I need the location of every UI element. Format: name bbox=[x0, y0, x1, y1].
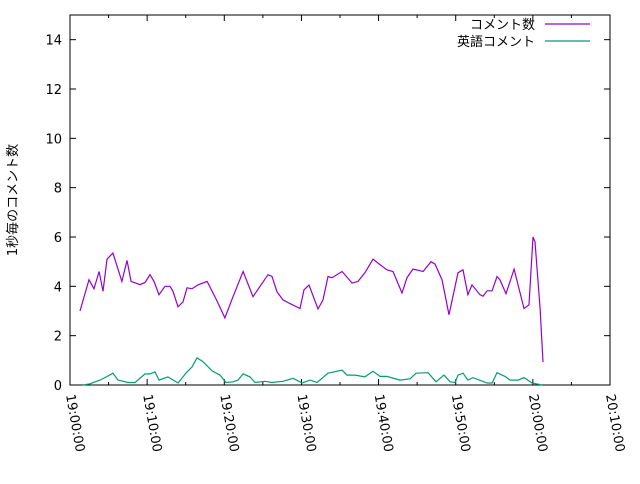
series-line-2 bbox=[82, 357, 543, 386]
legend-label: 英語コメント bbox=[457, 34, 535, 50]
plot-border bbox=[69, 14, 611, 386]
y-tick-label: 4 bbox=[54, 280, 62, 295]
axes: 0 2 4 6 8 10 12 14 19:00:00 19:10:00 19:20:00 19:30… bbox=[45, 14, 627, 453]
x-tick-label: 20:00:00 bbox=[525, 393, 550, 453]
x-tick-label: 19:40:00 bbox=[371, 393, 396, 453]
x-tick-label: 20:10:00 bbox=[602, 393, 627, 453]
x-tick-label: 19:00:00 bbox=[62, 393, 87, 453]
x-tick-label: 19:50:00 bbox=[448, 393, 473, 453]
y-tick-label: 8 bbox=[54, 182, 62, 197]
series-line-1 bbox=[79, 236, 544, 363]
y-tick-label: 12 bbox=[45, 83, 62, 98]
y-axis-label: 1秒毎のコメント数 bbox=[5, 144, 21, 256]
x-tick-label: 19:30:00 bbox=[293, 393, 318, 453]
y-tick-label: 6 bbox=[54, 231, 62, 246]
legend-label: コメント数 bbox=[470, 18, 535, 33]
x-tick-label: 19:10:00 bbox=[139, 393, 164, 453]
y-tick-label: 0 bbox=[54, 379, 62, 394]
x-tick-label: 19:20:00 bbox=[216, 393, 241, 453]
y-tick-label: 2 bbox=[54, 330, 62, 345]
y-tick-label: 10 bbox=[45, 132, 62, 147]
series-layer bbox=[79, 236, 544, 386]
y-tick-label: 14 bbox=[45, 34, 62, 49]
